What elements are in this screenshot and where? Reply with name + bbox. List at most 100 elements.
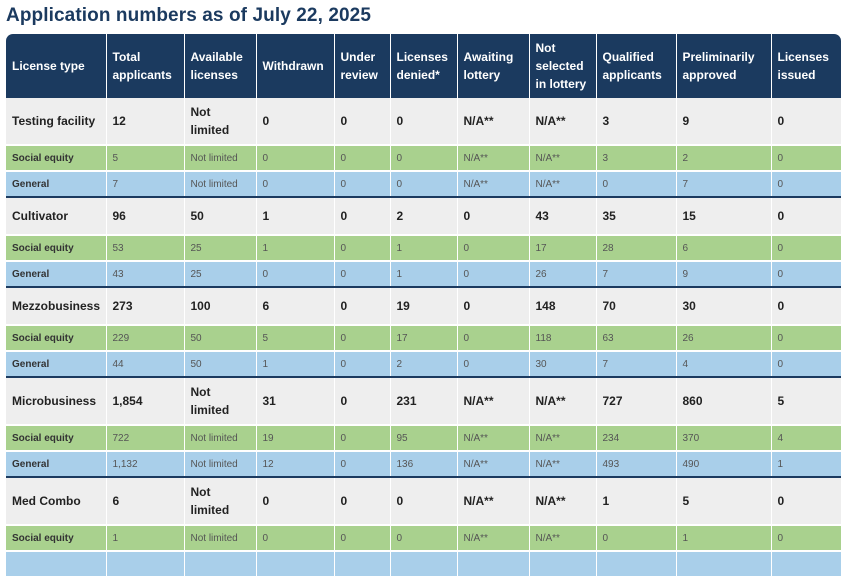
table-cell: 118 bbox=[528, 324, 596, 351]
table-cell: 1,854 bbox=[105, 377, 184, 425]
license-type-cell: Testing facility bbox=[6, 98, 106, 145]
table-cell: 0 bbox=[389, 144, 457, 171]
table-cell: N/A** bbox=[528, 477, 596, 525]
table-cell: 0 bbox=[770, 197, 841, 235]
table-cell: 12 bbox=[105, 98, 184, 145]
column-header: Awaiting lottery bbox=[456, 34, 529, 98]
table-cell: 0 bbox=[333, 450, 390, 477]
table-cell: 229 bbox=[105, 324, 184, 351]
table-row-social-equity: Social equity 229 50 5 0 17 0 118 63 26 0 bbox=[6, 324, 841, 351]
table-cell: 26 bbox=[528, 260, 596, 287]
applications-table-container: License type Total applicants Available … bbox=[6, 34, 841, 576]
table-cell: 0 bbox=[770, 144, 841, 171]
table-body: Testing facility 12 Not limited 0 0 0 N/A** N/A… bbox=[6, 98, 841, 576]
table-cell: 43 bbox=[528, 197, 596, 235]
table-row-social-equity: Social equity 53 25 1 0 1 0 17 28 6 0 bbox=[6, 234, 841, 261]
table-cell: 0 bbox=[770, 350, 841, 377]
table-cell: 9 bbox=[675, 98, 771, 145]
table-cell: Not limited bbox=[183, 477, 256, 525]
column-header: Licenses denied* bbox=[389, 34, 457, 98]
table-cell: 43 bbox=[105, 260, 184, 287]
table-cell: 0 bbox=[333, 477, 390, 525]
table-cell: 6 bbox=[105, 477, 184, 525]
table-cell: 7 bbox=[595, 260, 676, 287]
table-cell: 50 bbox=[183, 324, 256, 351]
table-cell: 0 bbox=[255, 260, 334, 287]
table-cell: 63 bbox=[595, 324, 676, 351]
table-cell: N/A** bbox=[456, 170, 529, 197]
table-cell: 0 bbox=[456, 197, 529, 235]
table-cell: 273 bbox=[105, 287, 184, 325]
table-cell: 30 bbox=[528, 350, 596, 377]
table-cell: 0 bbox=[595, 170, 676, 197]
license-type-cell: Cultivator bbox=[6, 197, 106, 235]
table-cell: Not limited bbox=[183, 170, 256, 197]
table-cell: Not limited bbox=[183, 144, 256, 171]
table-cell: 722 bbox=[105, 424, 184, 451]
table-cell bbox=[770, 550, 841, 576]
table-cell: N/A** bbox=[456, 377, 529, 425]
table-cell: N/A** bbox=[456, 424, 529, 451]
table-cell: 231 bbox=[389, 377, 457, 425]
table-cell bbox=[456, 550, 529, 576]
table-cell: 0 bbox=[770, 287, 841, 325]
table-row-license-total: Microbusiness 1,854 Not limited 31 0 231 N/A**… bbox=[6, 377, 841, 425]
table-row-general: General 1,132 Not limited 12 0 136 N/A** N/A** 4… bbox=[6, 450, 841, 477]
table-cell: N/A** bbox=[528, 377, 596, 425]
table-cell: 0 bbox=[456, 260, 529, 287]
table-cell: 5 bbox=[255, 324, 334, 351]
table-cell: 0 bbox=[333, 234, 390, 261]
table-cell: 30 bbox=[675, 287, 771, 325]
table-cell: 6 bbox=[255, 287, 334, 325]
table-cell: 1 bbox=[255, 234, 334, 261]
table-cell: 0 bbox=[770, 234, 841, 261]
table-cell: 1 bbox=[675, 524, 771, 551]
table-cell bbox=[333, 550, 390, 576]
table-cell: 7 bbox=[105, 170, 184, 197]
table-cell: 0 bbox=[333, 524, 390, 551]
table-cell: 0 bbox=[456, 287, 529, 325]
table-cell: 19 bbox=[255, 424, 334, 451]
table-cell: Not limited bbox=[183, 524, 256, 551]
license-type-cell: Social equity bbox=[6, 524, 106, 551]
table-cell: 493 bbox=[595, 450, 676, 477]
table-cell: 1 bbox=[389, 260, 457, 287]
table-row-social-equity: Social equity 1 Not limited 0 0 0 N/A** N/A** 0 1… bbox=[6, 524, 841, 551]
table-cell: 25 bbox=[183, 260, 256, 287]
table-cell: 2 bbox=[389, 197, 457, 235]
table-cell: 727 bbox=[595, 377, 676, 425]
table-cell: Not limited bbox=[183, 424, 256, 451]
table-cell: N/A** bbox=[456, 98, 529, 145]
table-cell: 0 bbox=[389, 98, 457, 145]
table-cell: 95 bbox=[389, 424, 457, 451]
table-cell: N/A** bbox=[528, 170, 596, 197]
table-cell: 0 bbox=[255, 98, 334, 145]
license-type-cell: Social equity bbox=[6, 144, 106, 171]
table-cell: N/A** bbox=[528, 424, 596, 451]
license-type-cell: General bbox=[6, 170, 106, 197]
column-header: Withdrawn bbox=[255, 34, 334, 98]
table-cell: 50 bbox=[183, 350, 256, 377]
table-cell: 1,132 bbox=[105, 450, 184, 477]
table-cell: 35 bbox=[595, 197, 676, 235]
table-row-license-total: Testing facility 12 Not limited 0 0 0 N/A** N/A… bbox=[6, 98, 841, 145]
license-type-cell bbox=[6, 550, 106, 576]
table-cell: 0 bbox=[333, 197, 390, 235]
table-cell bbox=[255, 550, 334, 576]
table-cell: 0 bbox=[456, 324, 529, 351]
table-cell: 0 bbox=[770, 324, 841, 351]
table-cell bbox=[595, 550, 676, 576]
table-cell: 1 bbox=[255, 350, 334, 377]
header-row: License type Total applicants Available … bbox=[6, 34, 841, 98]
table-cell: N/A** bbox=[528, 98, 596, 145]
table-cell: Not limited bbox=[183, 98, 256, 145]
table-cell: 0 bbox=[333, 98, 390, 145]
table-cell: 0 bbox=[333, 324, 390, 351]
column-header: Licenses issued bbox=[770, 34, 841, 98]
table-cell: 0 bbox=[595, 524, 676, 551]
table-cell: 0 bbox=[770, 260, 841, 287]
table-cell: 0 bbox=[333, 287, 390, 325]
license-type-cell: Microbusiness bbox=[6, 377, 106, 425]
table-cell: 234 bbox=[595, 424, 676, 451]
table-row-general: General 7 Not limited 0 0 0 N/A** N/A** 0 7 0 bbox=[6, 170, 841, 197]
